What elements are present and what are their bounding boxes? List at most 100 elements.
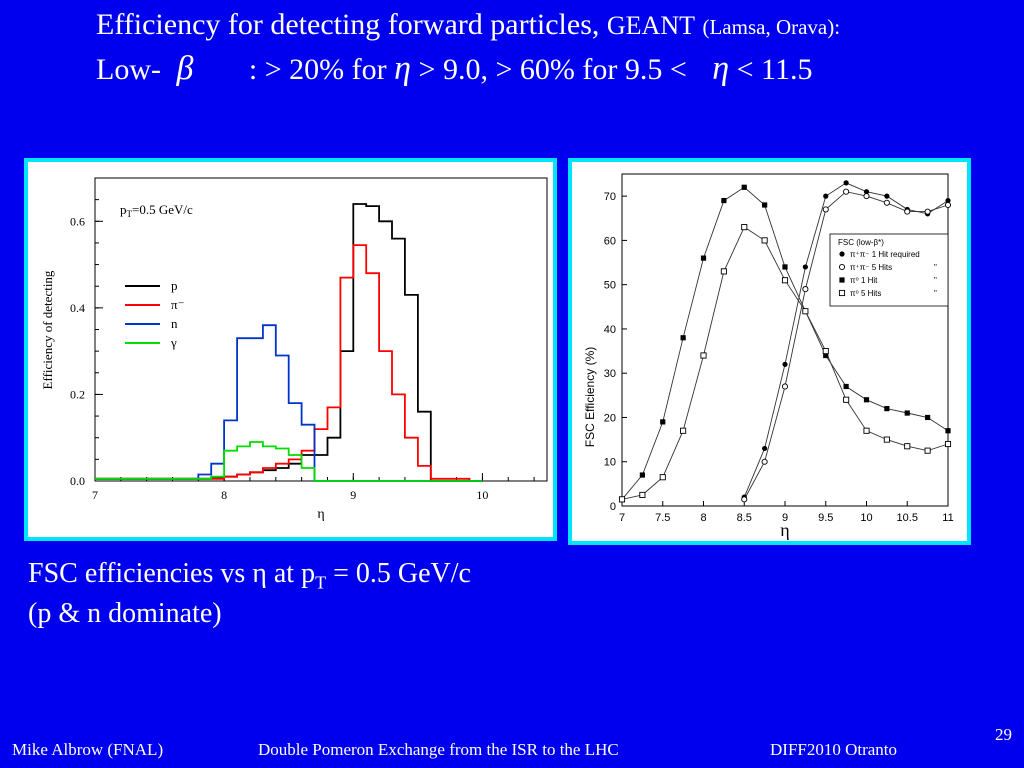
- data-point: [802, 308, 809, 315]
- data-point: [884, 406, 890, 412]
- title-threshold3: < 11.5: [736, 53, 813, 86]
- eta-symbol-1: η: [394, 50, 412, 87]
- legend-label: π⁰ 5 Hits: [850, 289, 881, 298]
- data-point: [944, 201, 952, 209]
- data-point: [761, 458, 768, 465]
- caption-line1: FSC efficiencies vs η at pT = 0.5 GeV/c: [28, 558, 471, 594]
- legend-ditto: ": [934, 263, 937, 272]
- x-tick-label: 8: [700, 512, 706, 524]
- title-low: Low-: [96, 53, 161, 86]
- x-tick-label: 7.5: [655, 512, 670, 524]
- data-point: [823, 352, 829, 359]
- data-point: [925, 414, 931, 421]
- data-point: [782, 361, 788, 367]
- data-point: [680, 335, 686, 341]
- title-authors: (Lamsa, Orava):: [702, 15, 841, 39]
- data-point: [823, 193, 829, 199]
- y-tick-label: 10: [604, 457, 616, 469]
- data-point: [863, 193, 870, 200]
- data-point: [741, 224, 748, 231]
- data-point: [838, 263, 846, 271]
- fsc-efficiency-plot: 7 7.5 8 8.5 9 9.5 10 10.5 11 0 10 20 30 40 50 60 70 FSC …: [583, 173, 954, 540]
- fsc-efficiency-panel: 7 7.5 8 8.5 9 9.5 10 10.5 11 0 10 20 30 40 50 60 70 FSC …: [568, 158, 971, 545]
- data-point: [838, 289, 846, 297]
- caption-units: = 0.5 GeV/c: [326, 558, 471, 589]
- x-axis-label: η: [317, 507, 324, 522]
- x-tick-label: 9: [782, 512, 788, 524]
- legend-label: π⁻: [171, 297, 184, 312]
- y-tick-label: 60: [604, 235, 616, 247]
- legend-label: p: [171, 278, 178, 293]
- data-point: [802, 264, 808, 270]
- data-point: [883, 199, 890, 206]
- y-axis-label: FSC Efficiency (%): [583, 347, 597, 447]
- data-point: [843, 396, 850, 403]
- data-point: [839, 277, 845, 283]
- y-tick-label: 40: [604, 324, 616, 336]
- data-point: [761, 237, 768, 244]
- x-tick-label: 9.5: [818, 512, 833, 524]
- beta-symbol: β: [176, 50, 194, 87]
- data-point: [843, 188, 850, 195]
- data-point: [741, 184, 747, 190]
- data-point: [924, 447, 931, 454]
- data-point: [762, 202, 768, 208]
- legend-label: π⁺π⁻ 5 Hits: [850, 263, 892, 272]
- legend-label: n: [171, 316, 178, 331]
- x-tick-label: 10: [860, 512, 872, 524]
- efficiency-histogram: 7 8 9 10 0.0 0.2 0.4 0.6 pT=0.5 GeV/c Efficienc…: [40, 177, 548, 522]
- footer-talk-title: Double Pomeron Exchange from the ISR to …: [258, 740, 619, 759]
- page-number: 29: [995, 725, 1012, 744]
- x-tick-label: 7: [92, 488, 98, 502]
- x-axis-label: η: [780, 520, 789, 540]
- data-point: [822, 348, 829, 355]
- title-geant: GEANT: [606, 11, 695, 40]
- y-tick-label: 50: [604, 280, 616, 292]
- data-point: [924, 208, 931, 215]
- x-tick-label: 8.5: [737, 512, 752, 524]
- y-axis-label: Efficiency of detecting: [40, 270, 55, 389]
- data-point: [839, 251, 845, 257]
- data-point: [883, 436, 890, 443]
- x-tick-label: 11: [942, 512, 953, 524]
- plot-frame: [94, 177, 548, 482]
- x-tick-label: 10: [476, 488, 488, 502]
- data-point: [904, 443, 911, 450]
- caption-text: FSC efficiencies vs η at p: [28, 558, 316, 589]
- legend-ditto: ": [934, 289, 937, 298]
- efficiency-histogram-panel: 7 8 9 10 0.0 0.2 0.4 0.6 pT=0.5 GeV/c Efficienc…: [24, 158, 557, 541]
- data-point: [721, 197, 727, 204]
- y-tick-label: 0.6: [70, 214, 85, 228]
- data-point: [659, 474, 666, 481]
- x-tick-label: 9: [350, 488, 356, 502]
- data-point: [843, 383, 849, 390]
- legend-title: FSC (low-β*): [838, 238, 884, 247]
- data-point: [639, 491, 646, 498]
- data-point: [863, 397, 870, 403]
- footer-conference: DIFF2010 Otranto: [770, 740, 898, 759]
- data-point: [781, 277, 789, 284]
- y-tick-label: 0.4: [70, 301, 85, 315]
- y-tick-label: 70: [604, 191, 616, 203]
- y-tick-label: 0.0: [70, 474, 85, 488]
- y-tick-label: 0.2: [70, 387, 85, 401]
- legend-label: π⁰ 1 Hit: [850, 276, 878, 285]
- plot-frame: [621, 173, 949, 507]
- data-point: [944, 440, 952, 448]
- data-point: [700, 255, 707, 261]
- legend-label: γ: [170, 335, 177, 350]
- data-point: [945, 428, 951, 434]
- data-point: [762, 445, 768, 452]
- data-point: [802, 286, 809, 293]
- x-tick-label: 10.5: [897, 512, 918, 524]
- footer-author: Mike Albrow (FNAL): [12, 740, 164, 759]
- data-point: [822, 206, 829, 213]
- data-point: [863, 427, 870, 434]
- data-point: [660, 419, 666, 425]
- data-point: [904, 410, 910, 416]
- x-tick-label: 8: [221, 488, 227, 502]
- x-tick-label: 7: [619, 512, 625, 524]
- title-threshold2: > 9.0, > 60% for 9.5 <: [418, 53, 687, 86]
- data-point: [700, 352, 707, 359]
- caption-line2: (p & n dominate): [28, 598, 222, 629]
